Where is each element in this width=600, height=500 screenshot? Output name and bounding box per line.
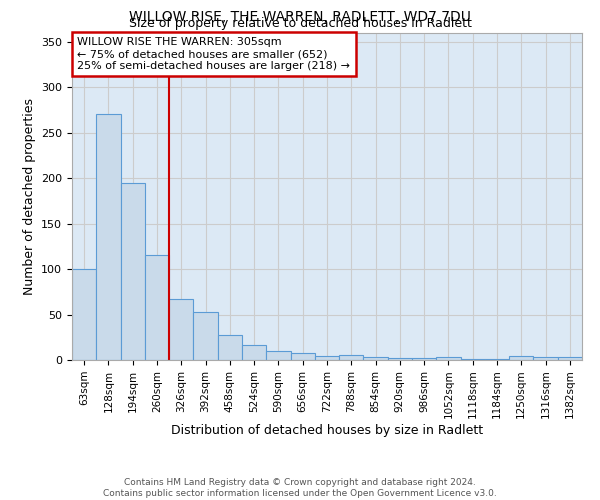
- Text: WILLOW RISE, THE WARREN, RADLETT, WD7 7DU: WILLOW RISE, THE WARREN, RADLETT, WD7 7D…: [129, 10, 471, 24]
- Text: WILLOW RISE THE WARREN: 305sqm
← 75% of detached houses are smaller (652)
25% of: WILLOW RISE THE WARREN: 305sqm ← 75% of …: [77, 38, 350, 70]
- Bar: [533, 358, 558, 360]
- Bar: [145, 256, 169, 360]
- Bar: [461, 359, 485, 360]
- Bar: [96, 114, 121, 360]
- X-axis label: Distribution of detached houses by size in Radlett: Distribution of detached houses by size …: [171, 424, 483, 437]
- Text: Contains HM Land Registry data © Crown copyright and database right 2024.
Contai: Contains HM Land Registry data © Crown c…: [103, 478, 497, 498]
- Bar: [266, 351, 290, 360]
- Bar: [193, 312, 218, 360]
- Bar: [558, 358, 582, 360]
- Bar: [72, 269, 96, 360]
- Bar: [218, 336, 242, 360]
- Bar: [485, 359, 509, 360]
- Bar: [339, 356, 364, 360]
- Bar: [364, 358, 388, 360]
- Bar: [436, 358, 461, 360]
- Bar: [315, 356, 339, 360]
- Bar: [121, 182, 145, 360]
- Text: Size of property relative to detached houses in Radlett: Size of property relative to detached ho…: [128, 18, 472, 30]
- Bar: [388, 358, 412, 360]
- Bar: [509, 356, 533, 360]
- Bar: [290, 352, 315, 360]
- Bar: [169, 299, 193, 360]
- Bar: [412, 358, 436, 360]
- Y-axis label: Number of detached properties: Number of detached properties: [23, 98, 35, 294]
- Bar: [242, 346, 266, 360]
